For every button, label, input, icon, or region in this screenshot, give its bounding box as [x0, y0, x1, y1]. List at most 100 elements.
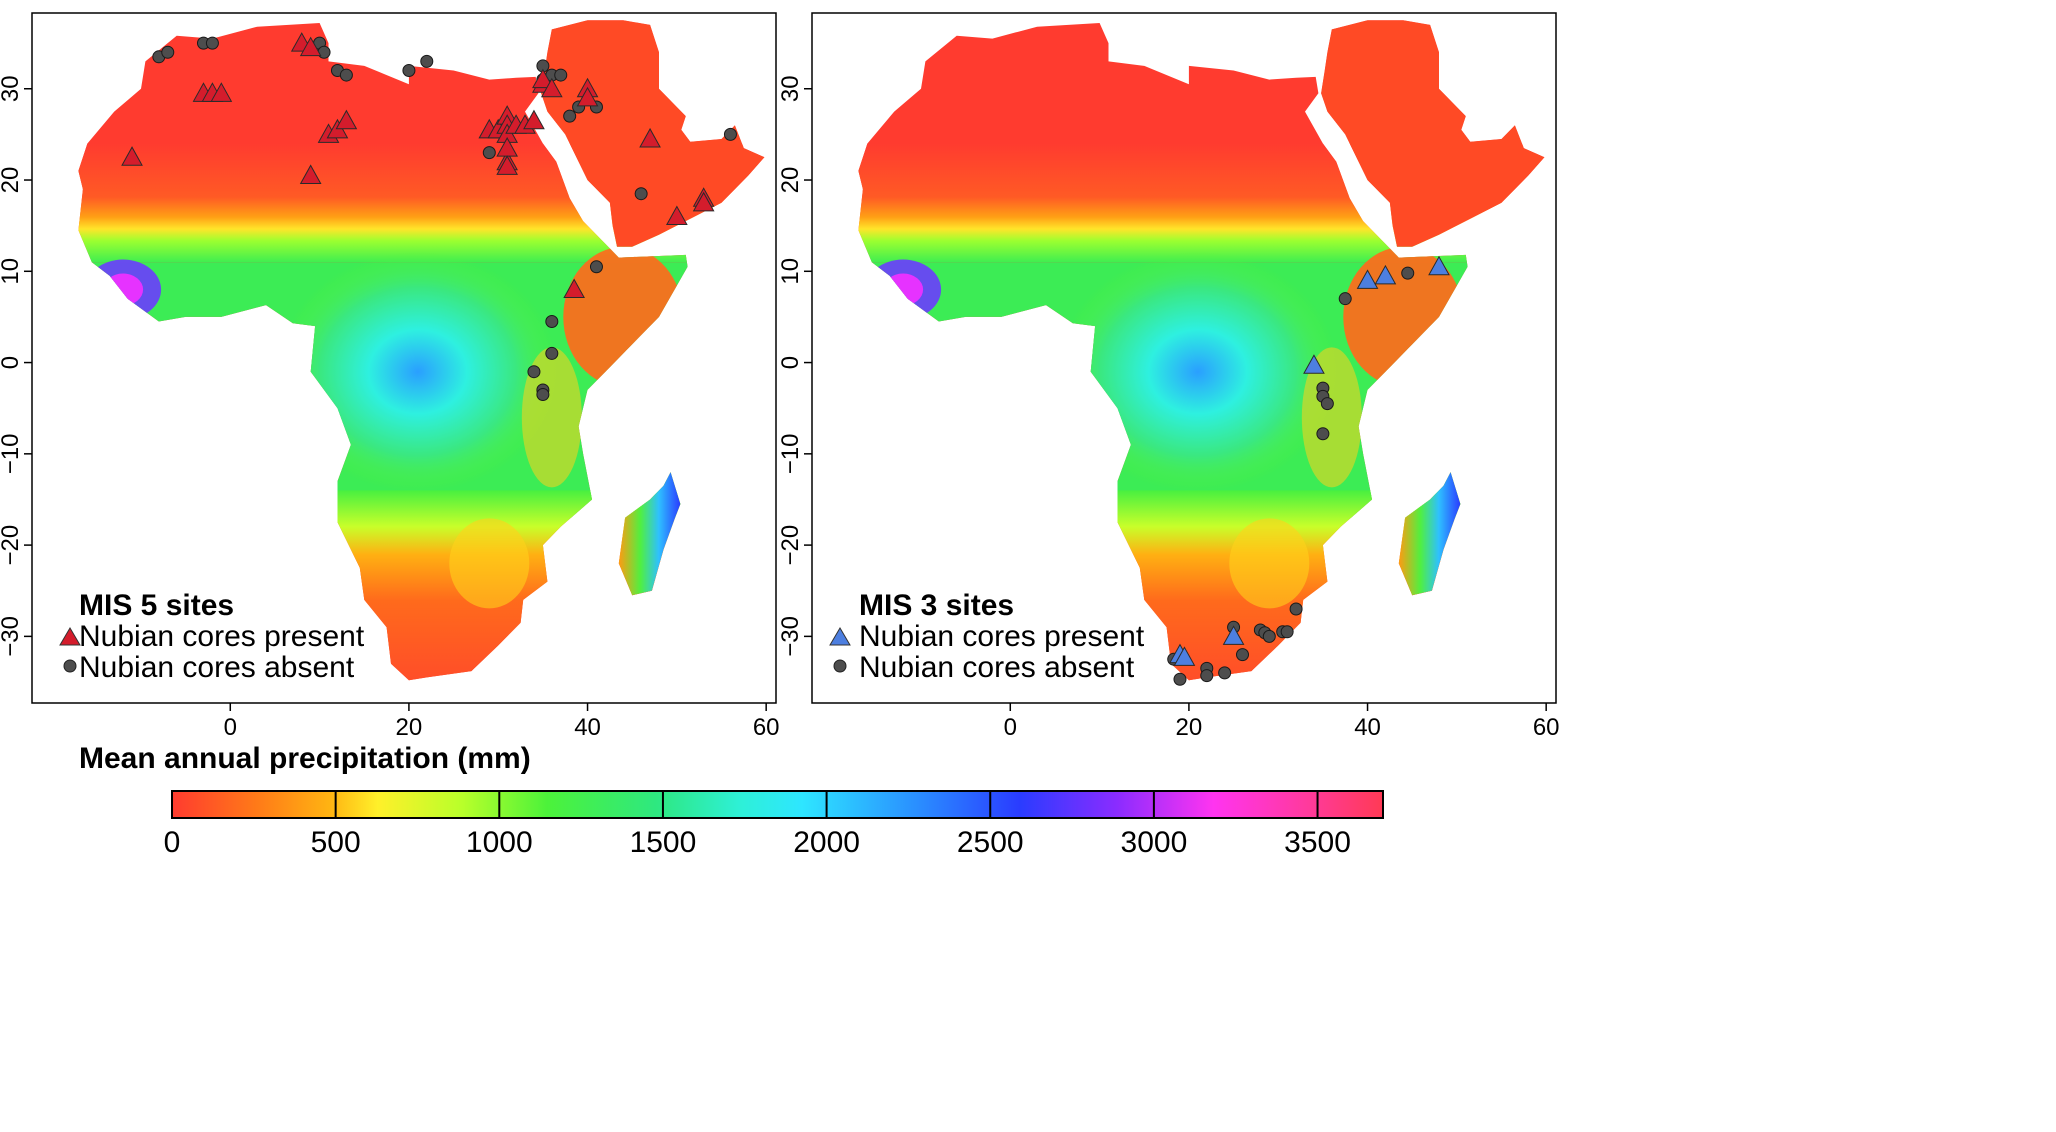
x-tick-label: 40	[574, 714, 601, 741]
present-site-marker	[563, 278, 585, 299]
colorbar-tick-label: 0	[164, 826, 181, 859]
absent-site-marker	[1320, 397, 1334, 411]
y-tick-label: 30	[777, 75, 804, 102]
y-tick-label: −20	[0, 525, 24, 566]
absent-site-marker	[1289, 602, 1303, 616]
y-tick-label: −30	[777, 616, 804, 657]
absent-site-marker	[161, 45, 175, 59]
colorbar-tick-label: 3500	[1284, 826, 1351, 859]
east-africa-drier	[1301, 347, 1362, 488]
absent-site-marker	[339, 68, 353, 82]
legend-title: MIS 5 sites	[79, 589, 234, 622]
map-panel-mis5: 0 20 40 60 30 20 10 0 −10 −20 −30 MIS 5 sites Nub…	[0, 12, 780, 741]
present-site-marker	[335, 109, 358, 130]
x-tick-label: 0	[1004, 714, 1017, 741]
site-markers	[121, 32, 737, 402]
y-tick-label: −30	[0, 616, 24, 657]
map-frame	[31, 12, 777, 704]
x-tick-label: 40	[1354, 714, 1381, 741]
y-tick-label: 30	[0, 75, 24, 102]
absent-site-marker	[554, 68, 568, 82]
west-coast-wettest	[103, 273, 144, 306]
present-site-marker	[523, 109, 545, 130]
legend-absent-label: Nubian cores absent	[859, 651, 1135, 684]
absent-site-marker	[317, 45, 331, 59]
y-tick-label: −20	[777, 525, 804, 566]
absent-site-marker	[1218, 666, 1232, 680]
absent-site-marker	[1316, 427, 1330, 441]
present-site-marker	[1222, 625, 1245, 645]
present-site-marker	[540, 77, 563, 98]
colorbar-tick-label: 1000	[466, 826, 533, 859]
absent-site-marker	[1262, 629, 1276, 643]
y-tick-label: 10	[0, 258, 24, 285]
colorbar-gradient	[171, 790, 1384, 819]
y-axis: 30 20 10 0 −10 −20 −30	[0, 75, 32, 657]
absent-site-marker	[1236, 648, 1250, 662]
x-tick-label: 20	[1176, 714, 1203, 741]
madagascar	[618, 472, 681, 596]
y-tick-label: 20	[0, 167, 24, 194]
horn-dry	[563, 246, 684, 387]
y-tick-label: 0	[0, 356, 24, 369]
legend: MIS 3 sites Nubian cores present Nubian …	[829, 589, 1145, 684]
present-site-marker	[576, 86, 599, 107]
absent-site-marker	[634, 187, 648, 201]
present-site-marker	[210, 82, 233, 102]
legend-title: MIS 3 sites	[859, 589, 1014, 622]
present-site-marker	[1173, 646, 1196, 666]
y-axis: 30 20 10 0 −10 −20 −30	[777, 75, 812, 657]
x-axis: 0 20 40 60	[1004, 703, 1560, 741]
present-site-marker	[1428, 255, 1450, 276]
absent-site-marker	[402, 64, 416, 77]
colorbar-ticks: 0 500 1000 1500 2000 2500 3000 3500	[164, 791, 1351, 859]
x-tick-label: 60	[753, 714, 780, 741]
y-tick-label: 10	[777, 258, 804, 285]
present-site-marker	[496, 155, 519, 175]
colorbar-tick-label: 500	[311, 826, 361, 859]
present-marker-swatch	[829, 627, 851, 646]
colorbar-tick-label: 2000	[793, 826, 860, 859]
present-site-marker	[299, 36, 322, 57]
present-site-marker	[532, 68, 554, 89]
colorbar-tick-label: 3000	[1121, 826, 1188, 859]
west-coast-wettest	[883, 273, 924, 306]
site-markers	[1167, 255, 1450, 686]
present-site-marker	[1374, 264, 1397, 285]
y-tick-label: −10	[777, 433, 804, 474]
absent-site-marker	[545, 346, 559, 360]
south-east-moist	[1229, 518, 1310, 609]
absent-site-marker	[1200, 669, 1214, 683]
legend-present-label: Nubian cores present	[859, 620, 1145, 653]
present-marker-swatch	[59, 627, 81, 646]
x-tick-label: 0	[224, 714, 237, 741]
absent-site-marker	[589, 260, 603, 274]
present-site-marker	[692, 191, 715, 212]
absent-marker-swatch	[833, 659, 847, 673]
absent-site-marker	[420, 54, 434, 68]
absent-site-marker	[1401, 266, 1415, 280]
legend-present-label: Nubian cores present	[79, 620, 365, 653]
present-site-marker	[121, 146, 143, 166]
present-site-marker	[639, 127, 661, 148]
south-east-moist	[449, 518, 530, 609]
madagascar	[1398, 472, 1461, 596]
y-tick-label: 20	[777, 167, 804, 194]
present-site-marker	[299, 164, 322, 184]
arabia-dry	[1321, 20, 1545, 247]
present-site-marker	[666, 205, 688, 226]
congo-wet-core	[1057, 251, 1338, 492]
absent-site-marker	[1280, 625, 1294, 639]
absent-site-marker	[536, 388, 550, 402]
colorbar-tick-label: 1500	[630, 826, 697, 859]
present-site-marker	[1303, 354, 1325, 374]
east-africa-drier	[521, 347, 582, 488]
y-tick-label: −10	[0, 433, 24, 474]
absent-site-marker	[723, 127, 737, 141]
absent-site-marker	[482, 146, 496, 160]
colorbar: 0 500 1000 1500 2000 2500 3000 3500	[164, 790, 1384, 859]
present-site-marker	[1356, 269, 1379, 289]
absent-site-marker	[545, 314, 559, 328]
x-axis: 0 20 40 60	[224, 703, 780, 741]
